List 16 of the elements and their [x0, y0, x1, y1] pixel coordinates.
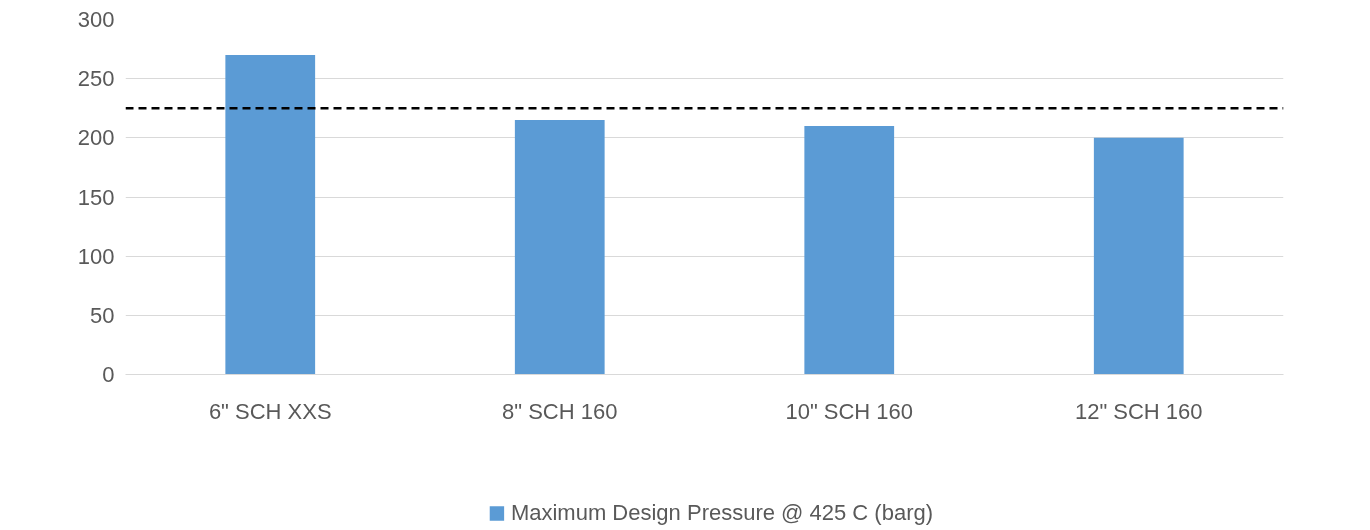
y-tick-label: 50 [90, 302, 115, 328]
x-tick-label: 8" SCH 160 [502, 398, 618, 424]
y-tick-label: 100 [77, 243, 115, 269]
bar [1093, 137, 1184, 375]
y-tick-label: 300 [77, 7, 115, 32]
x-tick-label: 6" SCH XXS [208, 398, 332, 424]
y-tick-label: 200 [77, 125, 115, 151]
bar [225, 55, 316, 375]
legend-label: Maximum Design Pressure @ 425 C (barg) [510, 500, 934, 526]
x-tick-label: 12" SCH 160 [1074, 398, 1203, 424]
bar [804, 126, 895, 375]
y-tick-label: 250 [77, 66, 115, 92]
y-tick-label: 150 [77, 184, 115, 210]
bar [514, 120, 605, 375]
y-tick-label: 0 [102, 362, 115, 387]
x-tick-label: 10" SCH 160 [785, 398, 914, 424]
